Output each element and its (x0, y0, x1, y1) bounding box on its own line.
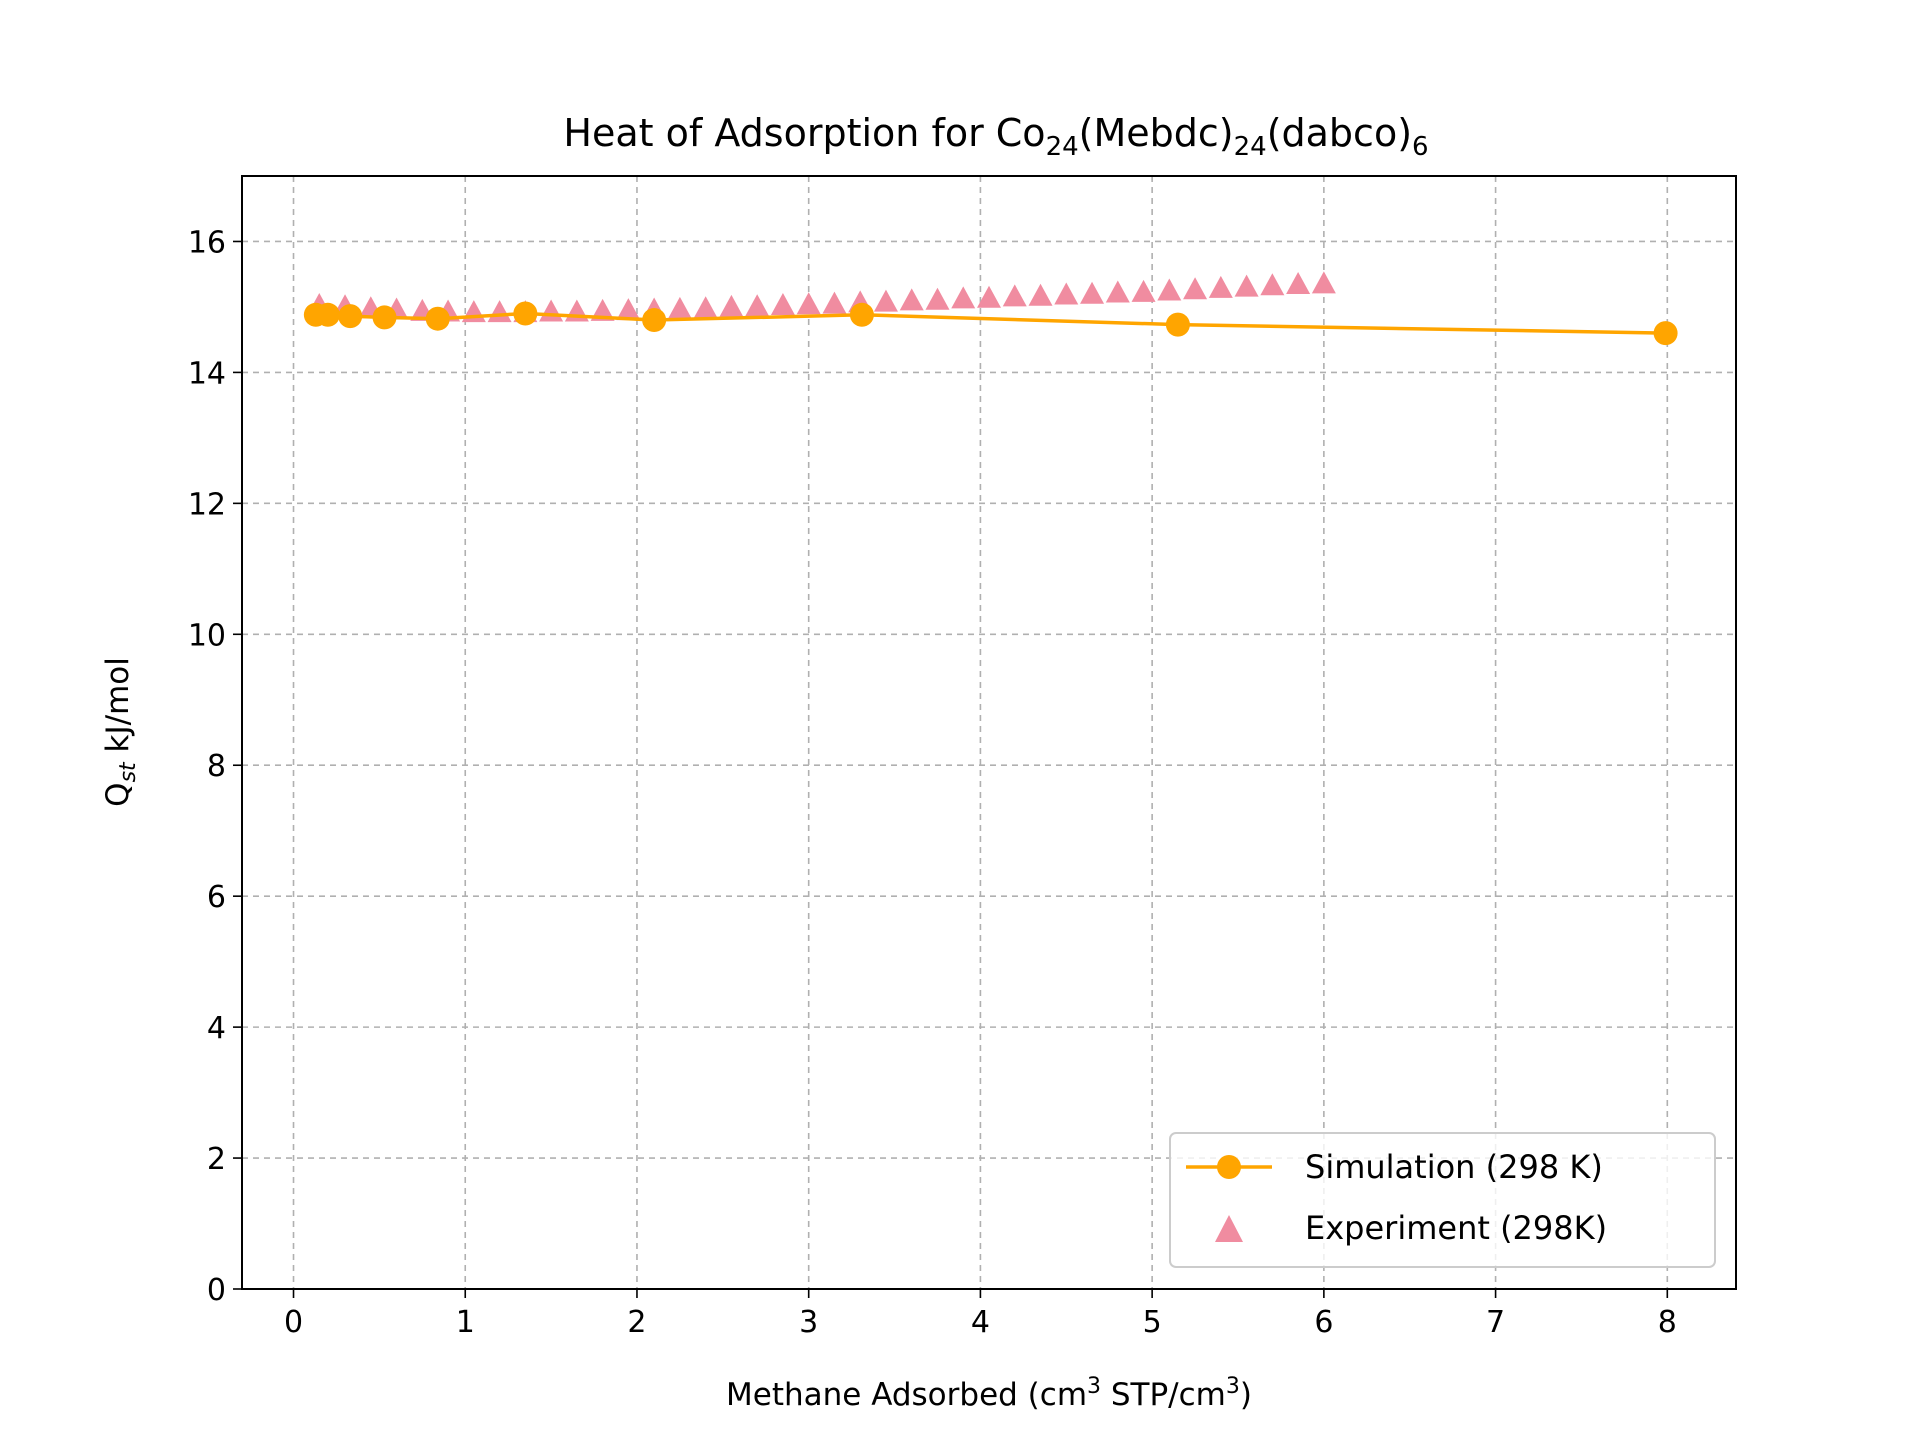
simulation-point (513, 301, 538, 326)
legend-experiment-marker (1215, 1215, 1243, 1242)
y-axis-label: Qst kJ/mol (100, 657, 141, 807)
experiment-point (1183, 277, 1208, 300)
experiment-point (1260, 273, 1285, 296)
experiment-point (1080, 281, 1105, 304)
experiment-point (616, 298, 641, 321)
x-tick-label: 6 (1314, 1305, 1333, 1340)
legend-simulation-marker (1217, 1155, 1241, 1179)
experiment-point (1286, 271, 1311, 294)
experiment-point (925, 287, 950, 310)
y-tick-label: 4 (207, 1011, 226, 1046)
legend: Simulation (298 K) Experiment (298K) (1169, 1132, 1716, 1268)
simulation-point (425, 306, 450, 331)
experiment-point (822, 291, 847, 314)
x-tick-label: 2 (627, 1305, 646, 1340)
legend-simulation-label: Simulation (298 K) (1305, 1148, 1603, 1186)
plot-frame (241, 175, 1737, 1290)
simulation-point (372, 305, 397, 330)
legend-experiment-label: Experiment (298K) (1305, 1209, 1607, 1247)
experiment-point (899, 288, 924, 311)
experiment-point (796, 292, 821, 315)
x-tick-label: 8 (1658, 1305, 1677, 1340)
y-tick-label: 10 (188, 618, 226, 653)
chart-title: Heat of Adsorption for Co24(Mebdc)24(dab… (563, 111, 1428, 162)
experiment-point (693, 296, 718, 319)
y-tick-label: 12 (188, 487, 226, 522)
y-tick-label: 14 (188, 356, 226, 391)
simulation-point (849, 302, 874, 327)
experiment-point (1311, 271, 1336, 294)
experiment-point (951, 286, 976, 309)
simulation-point (642, 308, 667, 333)
experiment-point (1054, 282, 1079, 305)
y-tick-label: 8 (207, 749, 226, 784)
simulation-point (315, 302, 340, 327)
experiment-point (1131, 279, 1156, 302)
series-layer (303, 271, 1678, 346)
x-tick-label: 4 (971, 1305, 990, 1340)
experiment-point (719, 294, 744, 317)
experiment-point (590, 298, 615, 321)
experiment-point (770, 292, 795, 315)
experiment-point (1002, 284, 1027, 307)
experiment-point (667, 296, 692, 319)
y-tick-label: 2 (207, 1142, 226, 1177)
experiment-point (1105, 280, 1130, 303)
simulation-point (1165, 312, 1190, 337)
simulation-point (338, 304, 363, 329)
experiment-point (1234, 274, 1259, 297)
y-tick-label: 16 (188, 225, 226, 260)
experiment-point (873, 289, 898, 312)
x-axis-label: Methane Adsorbed (cm3 STP/cm3) (726, 1374, 1252, 1413)
experiment-point (1157, 278, 1182, 301)
x-tick-label: 5 (1143, 1305, 1162, 1340)
x-tick-label: 1 (456, 1305, 475, 1340)
experiment-point (977, 285, 1001, 308)
x-tick-label: 0 (284, 1305, 303, 1340)
x-tick-label: 7 (1486, 1305, 1505, 1340)
experiment-point (1208, 275, 1233, 298)
y-tick-label: 0 (207, 1273, 226, 1308)
experiment-point (1028, 283, 1053, 306)
x-tick-label: 3 (799, 1305, 818, 1340)
simulation-point (1653, 321, 1678, 346)
legend-box (1169, 1132, 1716, 1268)
y-tick-label: 6 (207, 880, 226, 915)
experiment-point (745, 294, 770, 317)
